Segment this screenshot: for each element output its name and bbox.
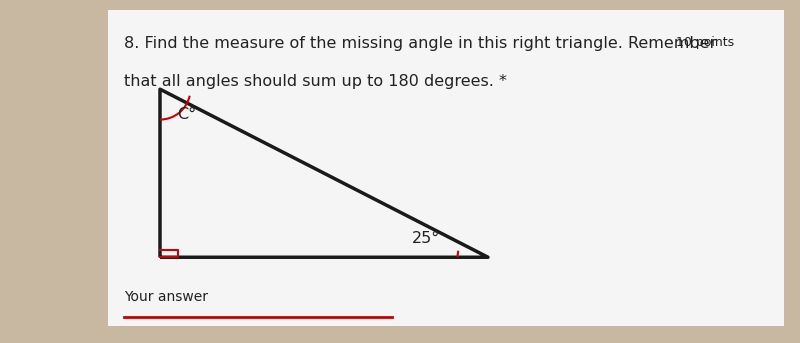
- Text: Your answer: Your answer: [124, 289, 208, 304]
- Text: C°: C°: [178, 107, 197, 122]
- Text: 25°: 25°: [412, 231, 440, 246]
- Text: 10 points: 10 points: [676, 36, 734, 49]
- Text: that all angles should sum up to 180 degrees. *: that all angles should sum up to 180 deg…: [124, 74, 507, 89]
- Text: 8. Find the measure of the missing angle in this right triangle. Remember: 8. Find the measure of the missing angle…: [124, 36, 716, 51]
